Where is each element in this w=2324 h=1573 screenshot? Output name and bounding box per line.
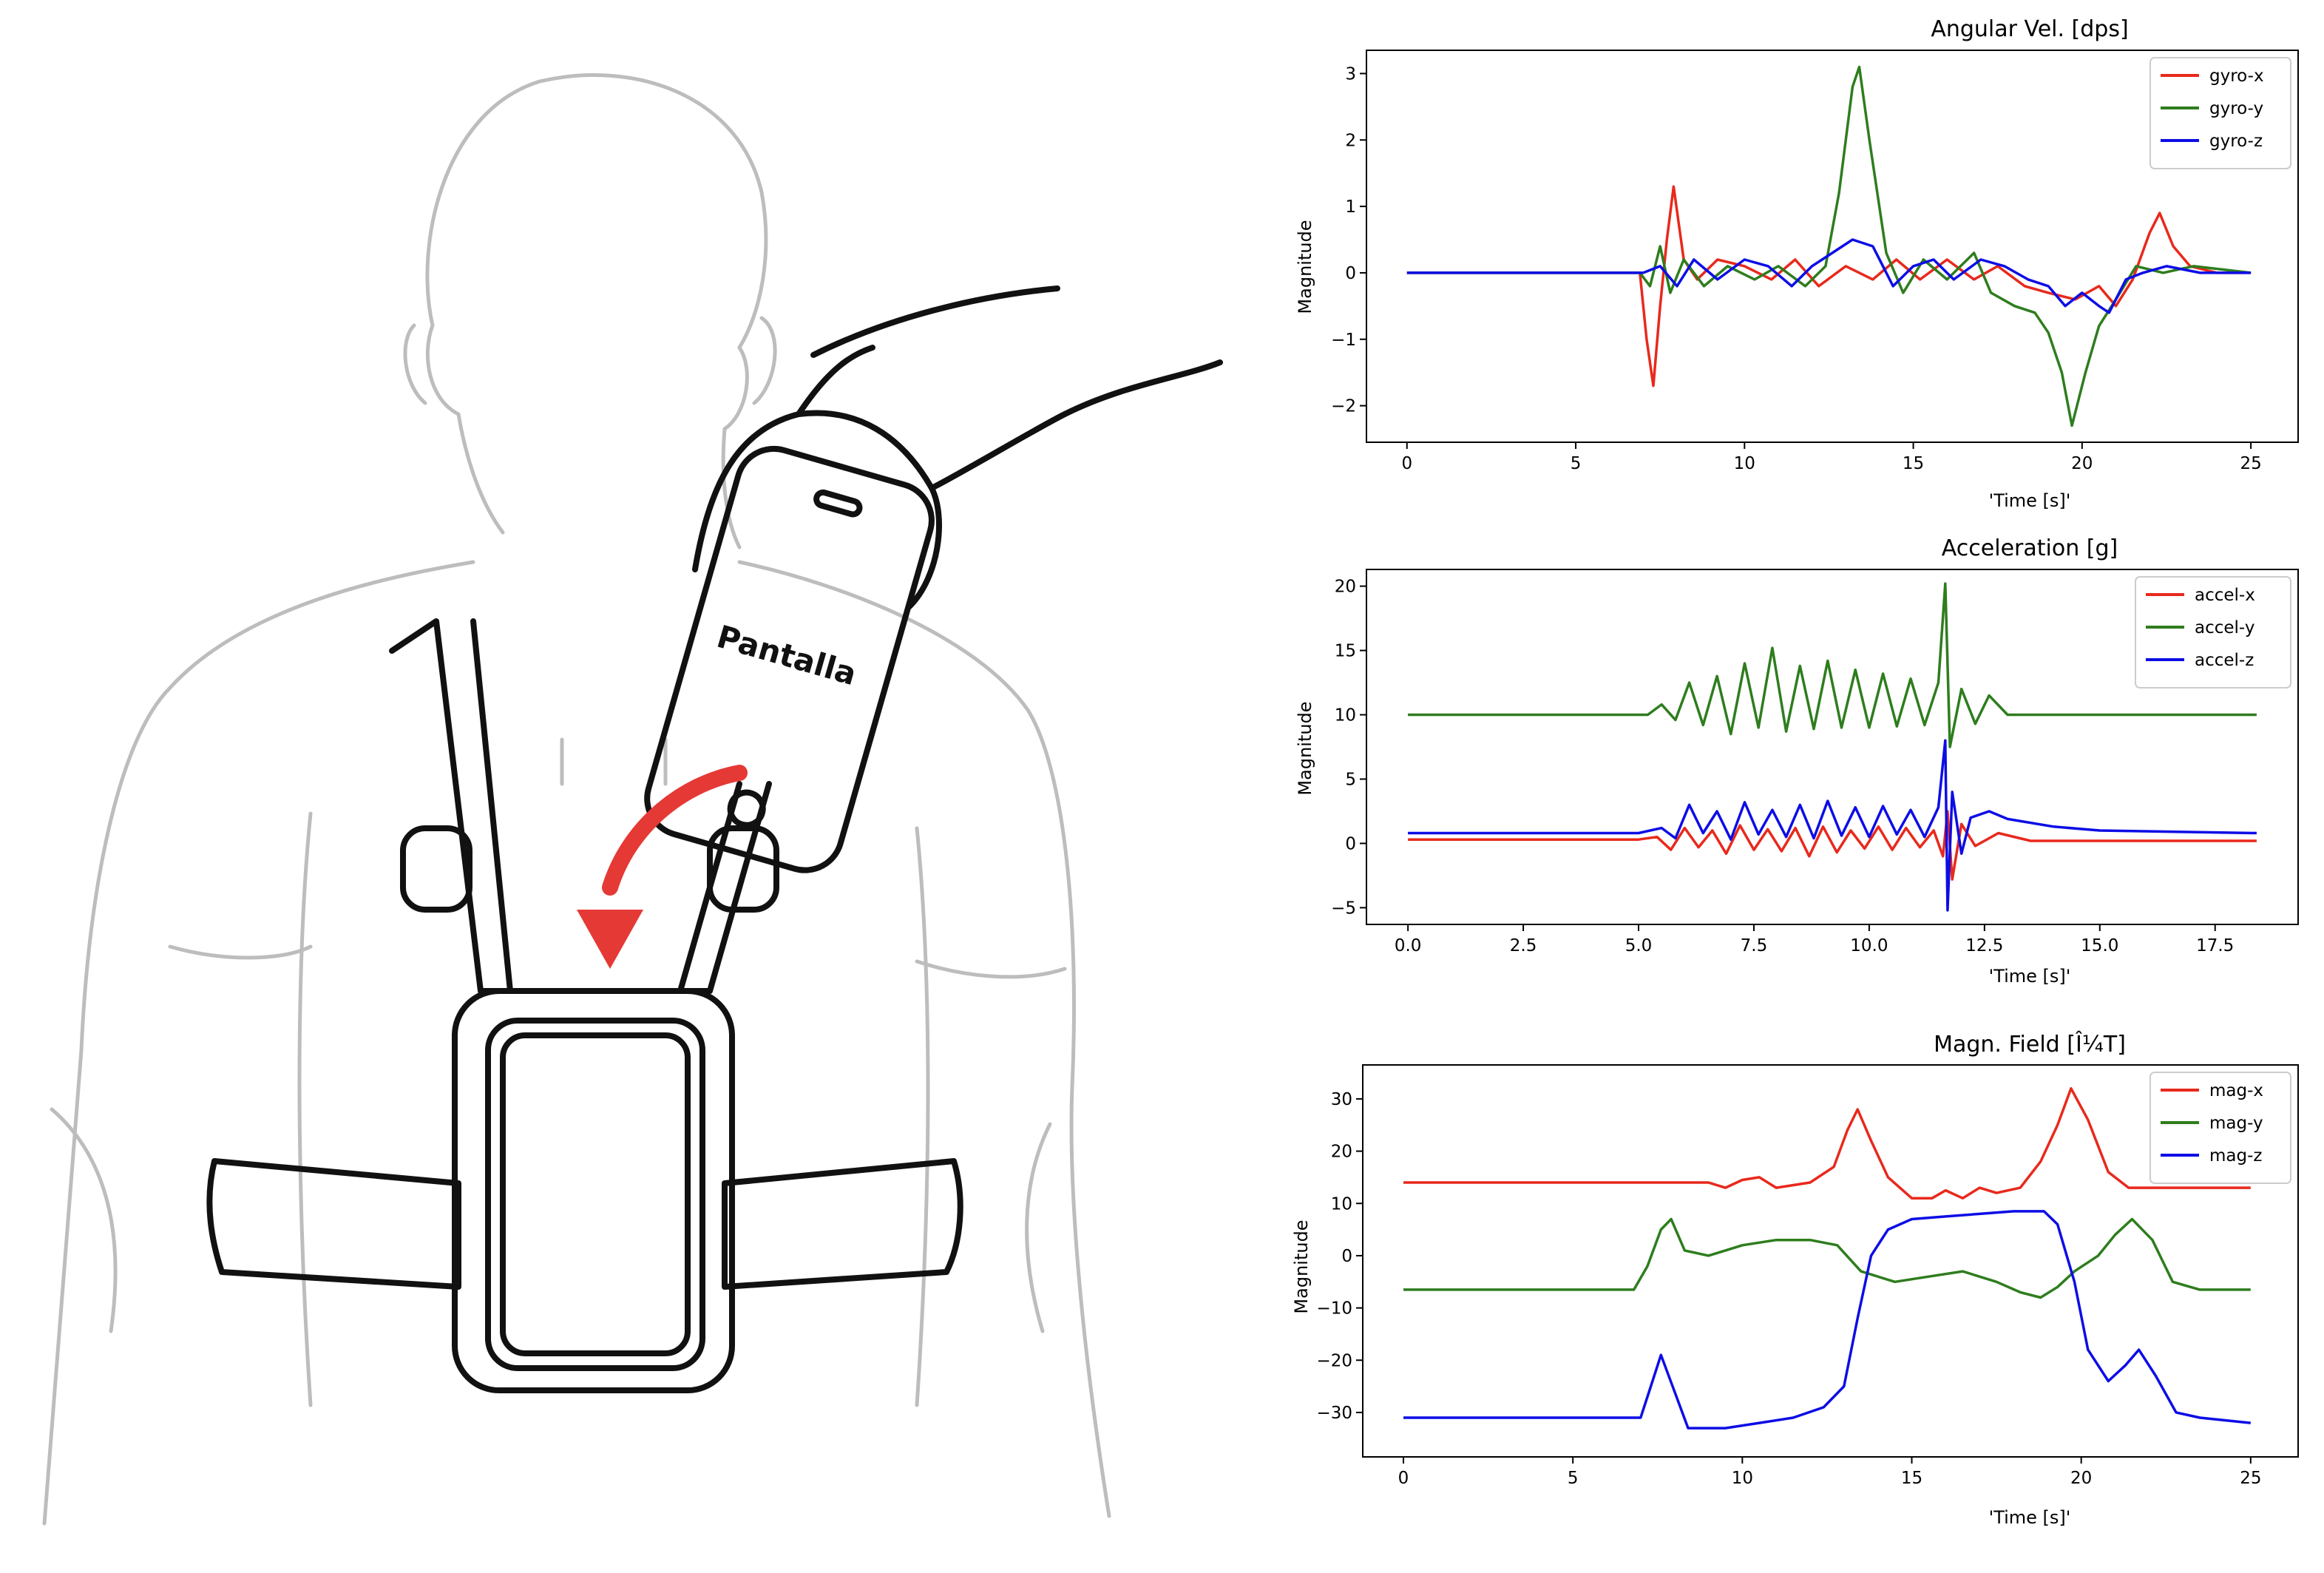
y-tick-label: −20: [1316, 1351, 1352, 1370]
x-tick-label: 2.5: [1510, 936, 1537, 955]
y-tick-label: −1: [1331, 331, 1356, 350]
harness-illustration: Pantalla: [42, 73, 1223, 1526]
x-tick-label: 25: [2240, 454, 2261, 473]
x-tick-label: 15: [1903, 454, 1924, 473]
y-tick-label: 15: [1335, 642, 1356, 661]
y-tick-label: 10: [1331, 1194, 1352, 1214]
series-lines: [1408, 582, 2257, 912]
acceleration-chart: Acceleration [g] Magnitude 'Time [s]' 0.…: [1295, 535, 2299, 987]
x-tick-label: 15.0: [2081, 936, 2118, 955]
x-tick-label: 25: [2240, 1469, 2261, 1488]
legend-label: mag-x: [2209, 1081, 2263, 1100]
series-line-gyro-y: [1406, 65, 2252, 427]
y-tick-label: 20: [1335, 578, 1356, 597]
x-axis-label: 'Time [s]': [1989, 1507, 2071, 1528]
x-tick-label: 15: [1901, 1469, 1922, 1488]
x-axis-label: 'Time [s]': [1989, 966, 2071, 987]
series-line-mag-y: [1403, 1217, 2251, 1299]
angular-velocity-chart: Angular Vel. [dps] Magnitude 'Time [s]' …: [1295, 16, 2299, 511]
y-tick-label: 5: [1345, 770, 1356, 789]
series-lines: [1403, 1087, 2251, 1430]
y-axis-label: Magnitude: [1295, 701, 1315, 795]
legend: accel-x accel-y accel-z: [2135, 576, 2291, 689]
y-tick-label: 10: [1335, 706, 1356, 725]
chart-title: Acceleration [g]: [1942, 535, 2118, 561]
series-lines: [1406, 65, 2252, 427]
x-tick-label: 20: [2071, 454, 2093, 473]
series-line-accel-z: [1408, 739, 2257, 912]
y-tick-label: 20: [1331, 1143, 1352, 1162]
y-tick-label: 30: [1331, 1090, 1352, 1109]
harness: [206, 618, 963, 1393]
y-tick-label: −30: [1316, 1404, 1352, 1423]
x-tick-label: 17.5: [2196, 936, 2234, 955]
series-line-accel-x: [1408, 810, 2257, 881]
chart-title: Magn. Field [Î¼T]: [1934, 1031, 2126, 1058]
y-tick-label: −5: [1331, 899, 1356, 918]
y-tick-label: 3: [1345, 64, 1356, 84]
x-tick-label: 0: [1401, 454, 1412, 473]
legend-label: gyro-z: [2209, 132, 2263, 151]
legend: mag-x mag-y mag-z: [2149, 1072, 2291, 1184]
y-axis-label: Magnitude: [1295, 220, 1315, 314]
y-tick-label: −2: [1331, 397, 1356, 416]
legend-label: gyro-y: [2209, 99, 2263, 118]
x-tick-label: 5: [1568, 1469, 1579, 1488]
legend-label: mag-z: [2209, 1146, 2262, 1166]
y-tick-label: 2: [1345, 131, 1356, 150]
y-tick-label: 0: [1345, 834, 1356, 853]
plot-frame: [1362, 1064, 2299, 1458]
person-outline: [42, 73, 1111, 1526]
x-tick-label: 7.5: [1741, 936, 1768, 955]
x-tick-label: 5: [1571, 454, 1582, 473]
legend-label: accel-y: [2195, 618, 2254, 637]
y-tick-label: 0: [1345, 264, 1356, 283]
magnetic-field-chart: Magn. Field [Î¼T] Magnitude 'Time [s]' 0…: [1291, 1031, 2299, 1528]
plot-frame: [1366, 569, 2299, 925]
legend-label: accel-x: [2195, 586, 2255, 605]
series-line-mag-z: [1403, 1210, 2251, 1430]
x-tick-label: 0: [1398, 1469, 1409, 1488]
x-tick-label: 0.0: [1395, 936, 1422, 955]
series-line-gyro-z: [1406, 238, 2252, 314]
chart-title: Angular Vel. [dps]: [1931, 16, 2128, 42]
x-tick-label: 10: [1732, 1469, 1753, 1488]
x-tick-label: 12.5: [1965, 936, 2003, 955]
insert-arrow: [577, 765, 748, 969]
legend-label: mag-y: [2209, 1114, 2263, 1133]
y-tick-label: −10: [1316, 1299, 1352, 1319]
y-axis-label: Magnitude: [1291, 1220, 1312, 1313]
x-tick-label: 5.0: [1625, 936, 1653, 955]
plot-frame: [1366, 50, 2299, 443]
y-tick-label: 1: [1345, 197, 1356, 217]
y-tick-label: 0: [1341, 1247, 1352, 1266]
x-tick-label: 10: [1734, 454, 1755, 473]
series-line-gyro-x: [1406, 185, 2252, 388]
x-tick-label: 10.0: [1850, 936, 1888, 955]
phone-screen-label: Pantalla: [713, 618, 860, 692]
series-line-accel-y: [1408, 582, 2257, 748]
series-line-mag-x: [1403, 1087, 2251, 1200]
sensor-charts: Angular Vel. [dps] Magnitude 'Time [s]' …: [1291, 16, 2299, 1528]
x-axis-label: 'Time [s]': [1989, 490, 2071, 511]
legend-label: accel-z: [2195, 651, 2254, 670]
legend: gyro-x gyro-y gyro-z: [2149, 57, 2291, 169]
legend-label: gyro-x: [2209, 67, 2264, 86]
phone-in-hand: Pantalla: [644, 285, 1223, 873]
x-tick-label: 20: [2070, 1469, 2092, 1488]
